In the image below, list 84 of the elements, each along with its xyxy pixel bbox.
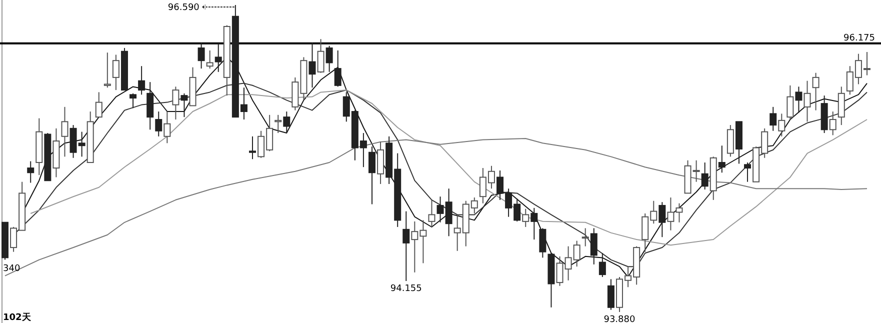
candlestick bbox=[701, 162, 708, 190]
candlestick bbox=[240, 87, 248, 120]
candlestick bbox=[761, 128, 768, 158]
candlestick bbox=[428, 199, 436, 228]
candlestick bbox=[726, 124, 734, 158]
candlestick bbox=[573, 240, 580, 268]
candlestick bbox=[624, 266, 632, 288]
candlestick bbox=[283, 111, 290, 134]
candlestick bbox=[402, 210, 410, 282]
candlestick bbox=[454, 214, 461, 252]
candlestick bbox=[180, 92, 188, 118]
annotation: 96.590 bbox=[168, 3, 200, 13]
candlestick bbox=[488, 165, 495, 190]
candlestick bbox=[436, 196, 444, 223]
candlestick bbox=[112, 54, 120, 91]
candlestick bbox=[676, 202, 683, 223]
annotation: 102天 bbox=[3, 313, 31, 323]
candlestick bbox=[539, 228, 546, 258]
candlestick bbox=[650, 200, 658, 224]
candlestick bbox=[78, 131, 86, 158]
candlestick bbox=[164, 111, 171, 144]
candlestick bbox=[274, 114, 282, 134]
candlestick bbox=[27, 160, 34, 184]
candlestick bbox=[795, 86, 802, 114]
candlestick bbox=[530, 207, 538, 240]
candlestick bbox=[692, 160, 700, 182]
candlestick bbox=[564, 246, 572, 281]
candlestick bbox=[812, 72, 820, 111]
candlestick bbox=[360, 132, 367, 168]
candlestick bbox=[258, 130, 265, 158]
candlestick bbox=[598, 252, 606, 278]
candlestick bbox=[249, 136, 256, 160]
candlestick bbox=[804, 80, 811, 122]
candlestick bbox=[334, 50, 342, 88]
candlestick bbox=[368, 146, 376, 205]
candlestick bbox=[130, 92, 137, 109]
candlestick bbox=[198, 42, 205, 70]
candlestick bbox=[514, 198, 521, 222]
candlestick bbox=[411, 220, 418, 273]
annotation: 340 bbox=[3, 264, 20, 274]
candlestick bbox=[658, 202, 666, 238]
candlestick bbox=[70, 124, 77, 158]
annotation: 96.175 bbox=[844, 33, 875, 44]
candlestick bbox=[496, 170, 504, 200]
candlestick bbox=[266, 114, 274, 152]
candlestick bbox=[744, 162, 752, 182]
candlestick bbox=[642, 212, 649, 252]
candlestick bbox=[854, 53, 862, 85]
candlestick bbox=[61, 106, 68, 158]
candlestick bbox=[607, 278, 614, 310]
candlestick bbox=[104, 52, 111, 88]
candlestick bbox=[317, 38, 324, 74]
candlestick bbox=[522, 208, 530, 228]
candlestick bbox=[172, 86, 180, 120]
candlestick bbox=[778, 113, 786, 137]
candlestick bbox=[590, 228, 598, 265]
candlestick bbox=[864, 51, 870, 76]
candlestick bbox=[146, 82, 154, 130]
candlestick bbox=[667, 196, 674, 231]
candlestick bbox=[470, 196, 478, 214]
annotation: 93.880 bbox=[604, 315, 636, 323]
candlestick bbox=[138, 66, 146, 96]
candlestick bbox=[829, 111, 836, 136]
candlestick bbox=[786, 84, 794, 120]
candlestick bbox=[214, 42, 222, 72]
candlestick bbox=[10, 226, 18, 252]
candlestick bbox=[479, 168, 486, 204]
candlestick bbox=[838, 86, 845, 126]
candlestick bbox=[770, 106, 777, 132]
candlestick bbox=[505, 188, 512, 218]
candlestick bbox=[846, 66, 854, 96]
candlestick bbox=[206, 50, 214, 70]
candlestick bbox=[326, 45, 333, 72]
candlestick bbox=[377, 141, 384, 184]
candlestick bbox=[582, 228, 589, 247]
candlestick bbox=[155, 111, 162, 137]
candlestick bbox=[445, 188, 452, 237]
candlestick bbox=[342, 92, 350, 122]
candlestick bbox=[718, 145, 726, 174]
candlestick bbox=[420, 220, 427, 264]
candlestick bbox=[95, 92, 102, 118]
candlestick bbox=[556, 256, 564, 286]
candlestick bbox=[308, 42, 316, 88]
annotation: 94.155 bbox=[390, 284, 422, 294]
